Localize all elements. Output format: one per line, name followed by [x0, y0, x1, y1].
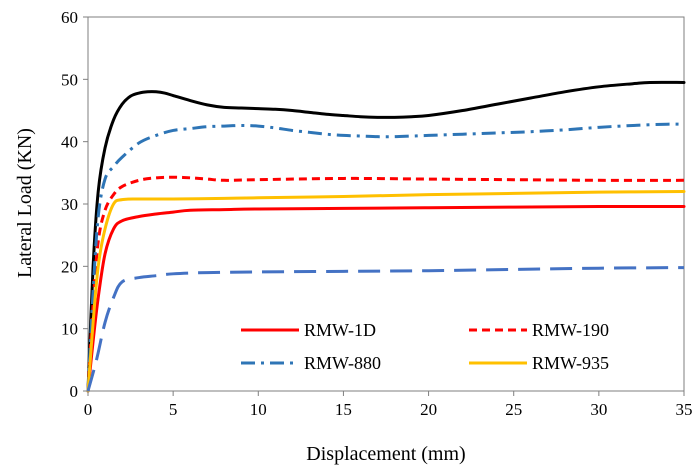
y-axis-title: Lateral Load (KN) [14, 128, 36, 278]
x-tick-label: 10 [250, 400, 267, 419]
y-tick-label: 10 [61, 320, 78, 339]
x-tick-label: 5 [169, 400, 178, 419]
y-tick-label: 0 [70, 382, 79, 401]
x-axis-title: Displacement (mm) [306, 443, 465, 465]
series-line-unlabeled-0 [86, 80, 686, 393]
legend-label: RMW-1D [304, 320, 376, 340]
y-tick-label: 50 [61, 70, 78, 89]
x-tick-label: 20 [420, 400, 437, 419]
legend-label: RMW-190 [532, 320, 609, 340]
y-tick-label: 20 [61, 257, 78, 276]
y-tick-label: 60 [61, 8, 78, 27]
y-tick-label: 40 [61, 133, 78, 152]
series-line-rmw-1d [86, 204, 686, 393]
series-layer [86, 80, 686, 393]
legend-label: RMW-935 [532, 353, 609, 373]
series-line-rmw-880 [86, 122, 685, 392]
series-line-rmw-935 [86, 190, 686, 393]
y-tick-label: 30 [61, 195, 78, 214]
series-line-rmw-190 [86, 175, 685, 392]
ticks-layer: 0 5 10 15 20 25 30 35 0 10 20 30 40 50 60 [61, 8, 693, 419]
x-tick-label: 25 [505, 400, 522, 419]
x-tick-label: 15 [335, 400, 352, 419]
legend-label: RMW-880 [304, 353, 381, 373]
x-tick-label: 35 [676, 400, 693, 419]
legend: RMW-1D RMW-190 RMW-880 RMW-935 [241, 320, 609, 373]
series-line-unlabeled-5 [86, 266, 685, 392]
x-tick-label: 0 [84, 400, 93, 419]
x-tick-label: 30 [590, 400, 607, 419]
